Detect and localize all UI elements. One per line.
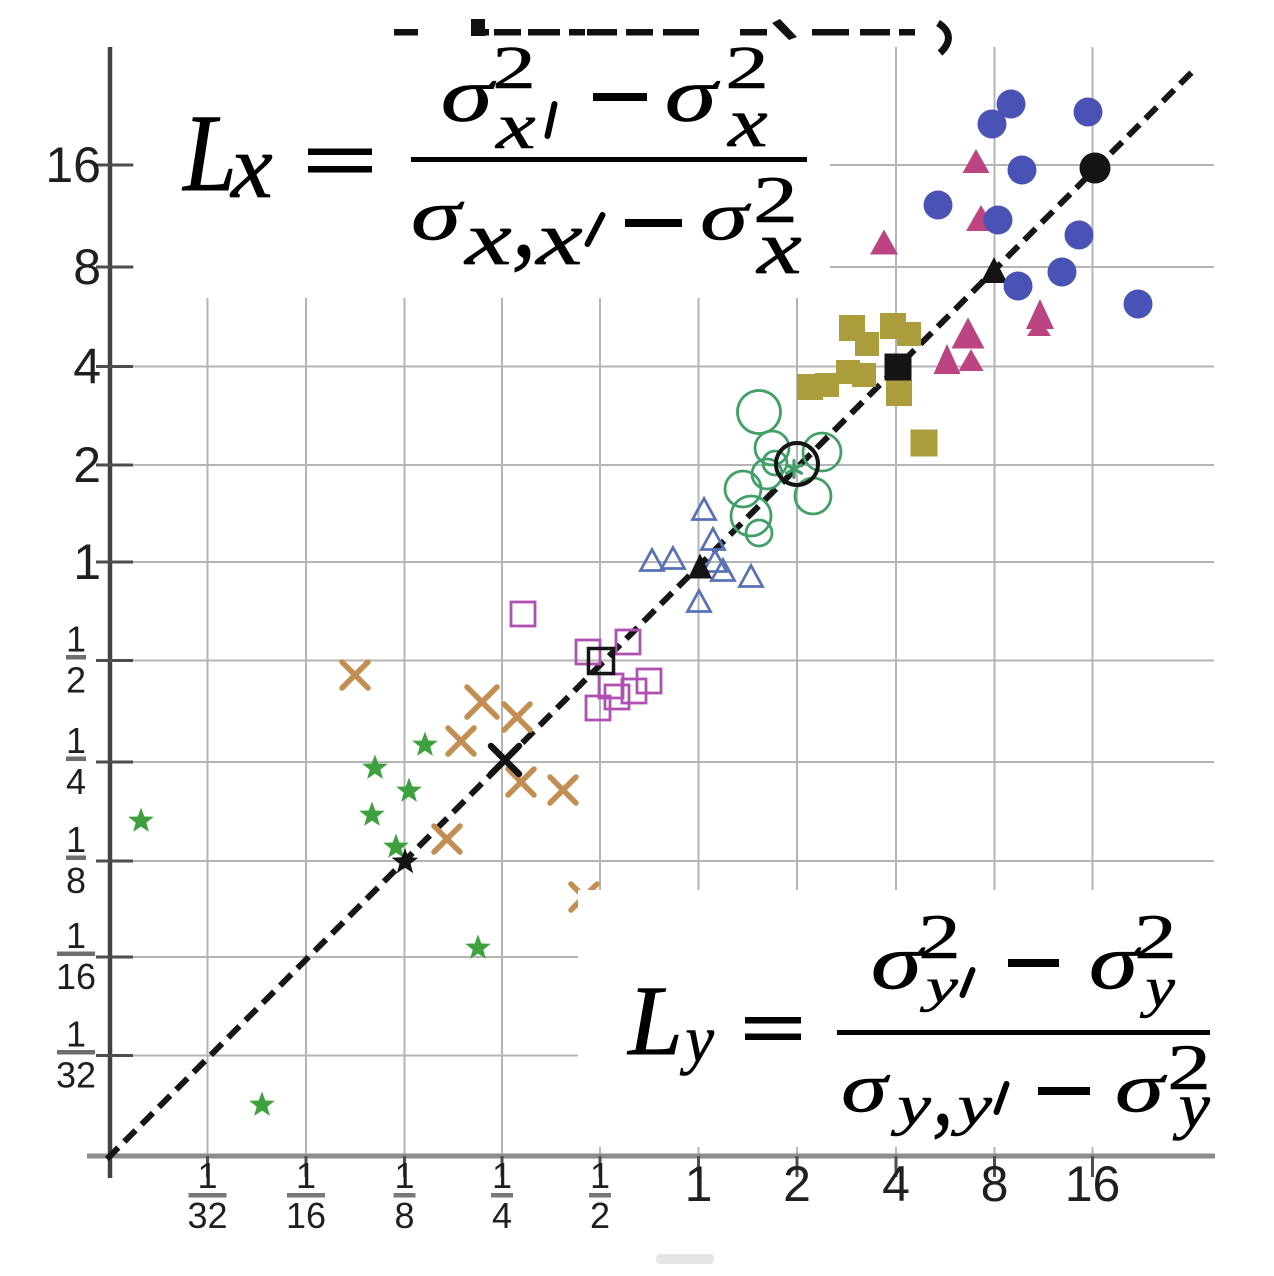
svg-text:1: 1 (394, 1155, 414, 1196)
svg-text:4: 4 (73, 339, 101, 395)
svg-text:1: 1 (296, 1155, 316, 1196)
svg-text:2: 2 (783, 1156, 811, 1212)
svg-text:1: 1 (66, 720, 86, 761)
svg-text:2: 2 (918, 902, 960, 972)
svg-text:8: 8 (981, 1156, 1009, 1212)
svg-text:8: 8 (66, 860, 86, 901)
svg-text:1: 1 (197, 1155, 217, 1196)
svg-text:4: 4 (492, 1195, 512, 1236)
svg-text:32: 32 (187, 1195, 227, 1236)
svg-text:16: 16 (1065, 1156, 1121, 1212)
svg-text:x: x (463, 196, 512, 281)
svg-text:4: 4 (66, 761, 86, 802)
svg-text:2: 2 (1134, 902, 1176, 972)
svg-text:y: y (890, 1074, 931, 1136)
svg-text:x: x (755, 206, 802, 290)
svg-text:σ: σ (871, 919, 925, 1005)
svg-text:σ: σ (1089, 920, 1141, 1006)
svg-text:16: 16 (286, 1195, 326, 1236)
svg-text:1: 1 (66, 915, 86, 956)
svg-text:x: x (495, 89, 536, 162)
svg-text:2: 2 (73, 437, 101, 493)
svg-text:2: 2 (725, 34, 769, 102)
svg-text:,: , (512, 162, 536, 278)
svg-text:2: 2 (492, 34, 536, 102)
svg-text:2: 2 (66, 660, 86, 701)
svg-text:8: 8 (394, 1195, 414, 1236)
svg-text:y: y (919, 961, 959, 1013)
svg-text:2: 2 (1167, 1031, 1211, 1104)
svg-text:8: 8 (73, 239, 101, 295)
svg-text:σ: σ (700, 179, 752, 255)
svg-text:1: 1 (685, 1156, 713, 1212)
svg-text:2: 2 (590, 1195, 610, 1236)
svg-text:σ: σ (1115, 1048, 1168, 1127)
svg-text:1: 1 (66, 619, 86, 660)
svg-text:x: x (727, 85, 768, 162)
svg-text:σ: σ (841, 1049, 891, 1127)
svg-text:16: 16 (45, 137, 101, 193)
svg-text:σ: σ (411, 175, 465, 255)
svg-text:,: , (932, 1037, 953, 1145)
svg-text:y: y (951, 1073, 993, 1136)
svg-text:L: L (181, 93, 236, 214)
svg-text:y: y (679, 1004, 714, 1077)
svg-text:σ: σ (441, 53, 497, 138)
svg-text:x: x (534, 196, 583, 281)
svg-text:1: 1 (590, 1155, 610, 1196)
svg-text:x: x (229, 117, 273, 218)
svg-text:L: L (626, 966, 682, 1076)
svg-text:32: 32 (56, 1055, 96, 1096)
svg-text:16: 16 (56, 956, 96, 997)
svg-text:2: 2 (753, 164, 798, 237)
svg-text:y: y (1173, 1071, 1211, 1141)
svg-text:1: 1 (66, 1014, 86, 1055)
svg-text:1: 1 (492, 1155, 512, 1196)
svg-text:1: 1 (66, 819, 86, 860)
svg-text:y: y (1139, 956, 1176, 1018)
svg-text:1: 1 (73, 534, 101, 590)
svg-text:σ: σ (665, 53, 721, 138)
svg-text:4: 4 (882, 1156, 910, 1212)
